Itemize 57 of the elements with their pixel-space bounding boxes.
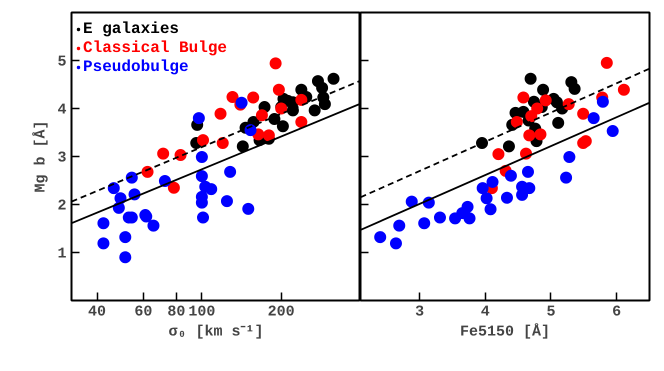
point <box>596 96 609 108</box>
y-axis-title: Mg b [Å] <box>32 120 50 193</box>
y-tick-label: 1 <box>58 246 67 262</box>
point <box>484 203 497 216</box>
point <box>563 150 576 163</box>
point <box>531 102 544 114</box>
point <box>434 211 446 224</box>
x-tick-label: 200 <box>268 304 295 320</box>
point <box>568 82 581 95</box>
x-tick-label: 60 <box>134 304 152 320</box>
point <box>476 182 489 194</box>
x-tick-label: 4 <box>480 304 490 320</box>
x-tick-label: 80 <box>167 304 186 320</box>
x-axis-title: Fe5150 [Å] <box>460 322 550 340</box>
point <box>524 72 537 85</box>
point <box>618 84 630 96</box>
x-tick-label: 5 <box>546 304 556 320</box>
point <box>522 166 534 178</box>
point <box>492 148 504 160</box>
point <box>606 125 619 138</box>
point <box>560 172 572 184</box>
point <box>537 84 550 96</box>
y-tick-label: 3 <box>58 150 67 166</box>
point <box>504 170 517 182</box>
point <box>464 212 476 224</box>
point <box>406 196 418 208</box>
point <box>577 108 590 120</box>
point <box>510 116 523 128</box>
legend-label: Classical Bulge <box>83 39 228 57</box>
x-tick-label: 6 <box>612 304 622 320</box>
point <box>476 137 488 150</box>
x-tick-label: 100 <box>188 304 216 320</box>
point <box>600 56 613 69</box>
point <box>580 135 592 148</box>
point <box>534 128 546 140</box>
point <box>540 94 552 106</box>
x-axis-title: σ₀ [km s⁻¹] <box>168 324 264 340</box>
point <box>588 112 600 124</box>
legend-label: Pseudobulge <box>83 58 189 76</box>
point <box>393 220 406 232</box>
legend-label: E galaxies <box>83 20 180 38</box>
y-tick-label: 4 <box>58 102 67 118</box>
point <box>480 192 493 204</box>
point <box>418 217 430 230</box>
y-tick-label: 5 <box>58 54 67 70</box>
point <box>462 200 474 213</box>
point <box>517 91 530 104</box>
point <box>552 116 564 129</box>
point <box>523 129 536 142</box>
y-tick-label: 2 <box>58 198 67 214</box>
point <box>486 176 499 188</box>
x-tick-label: 3 <box>415 304 424 320</box>
point <box>374 231 386 244</box>
x-tick-label: 40 <box>88 304 106 320</box>
point <box>500 192 513 204</box>
point <box>390 237 402 250</box>
point <box>502 140 515 152</box>
